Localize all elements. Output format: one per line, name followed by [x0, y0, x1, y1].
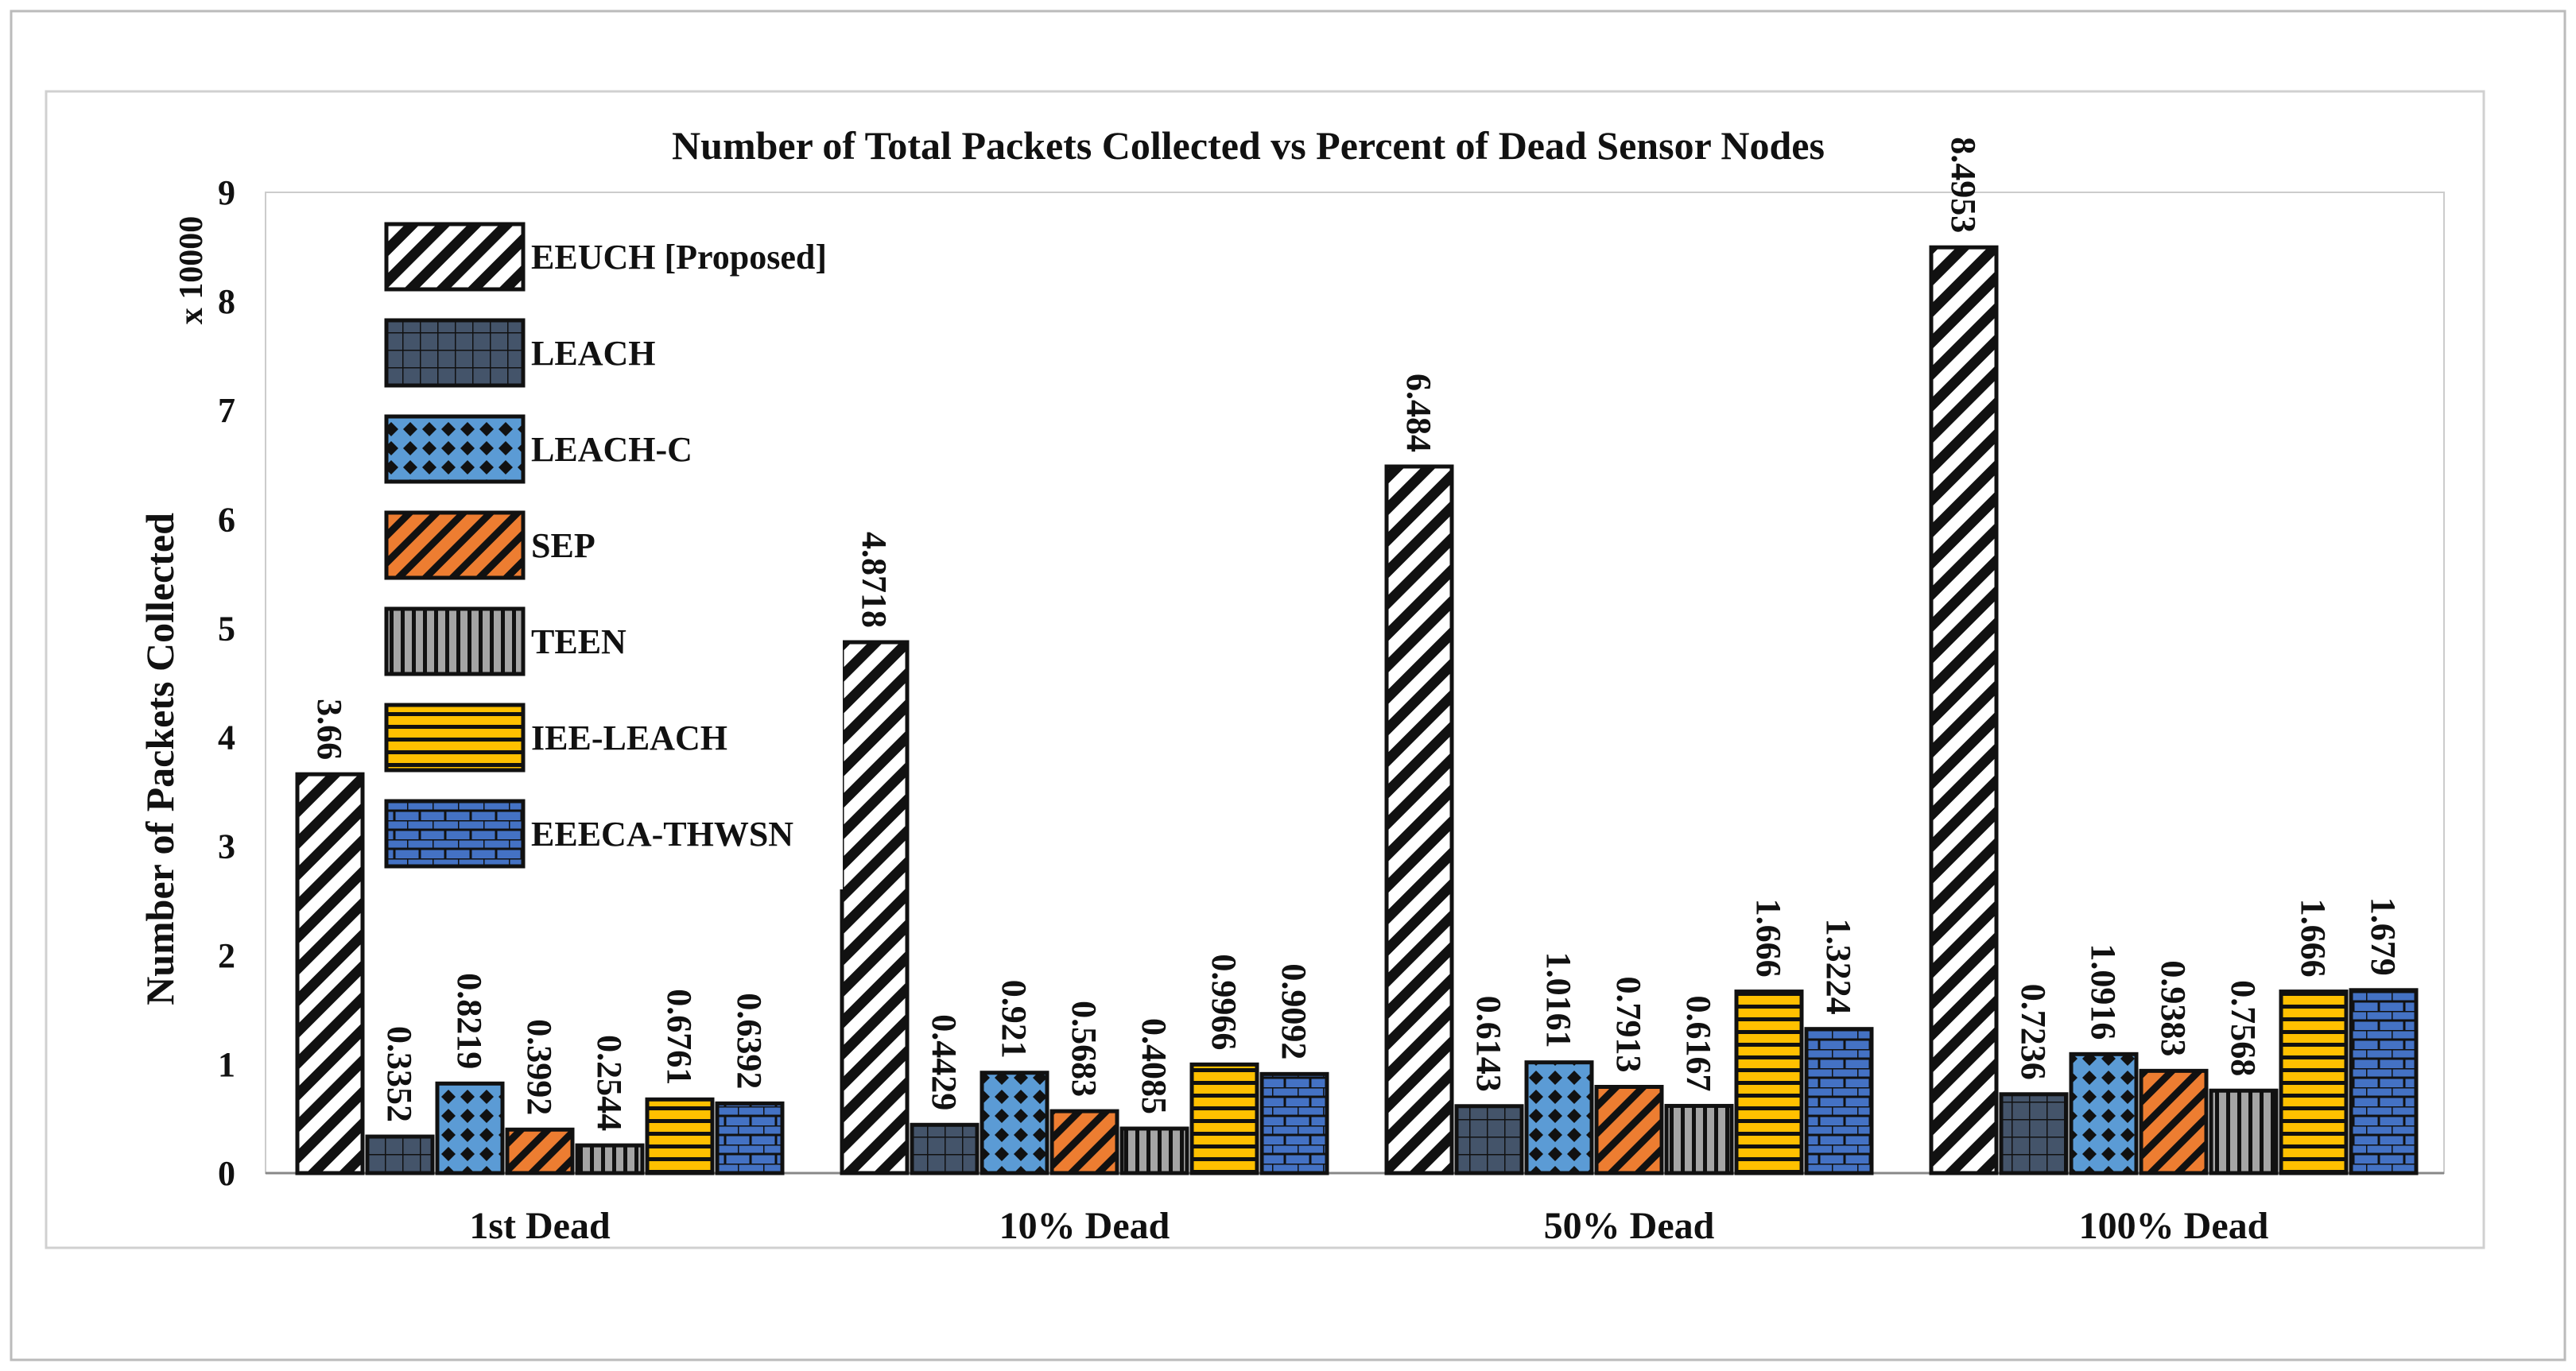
- legend-label: SEP: [531, 526, 596, 565]
- y-tick-label: 5: [218, 609, 235, 648]
- bar-value-label: 1.666: [1749, 899, 1788, 978]
- bar: [2139, 1068, 2209, 1175]
- bar-value-label: 0.2544: [590, 1035, 629, 1131]
- bar-value-label: 0.3992: [520, 1019, 559, 1115]
- bar-value-label: 1.666: [2294, 899, 2333, 978]
- bars-layer: [295, 245, 2419, 1175]
- legend-swatch: [384, 510, 526, 580]
- bar-value-label: 0.5683: [1065, 1001, 1104, 1097]
- legend-swatch: [384, 703, 526, 773]
- bar: [2349, 988, 2419, 1175]
- y-axis-multiplier: x 10000: [173, 216, 210, 325]
- bar-value-label: 1.0161: [1539, 952, 1578, 1048]
- legend-label: IEE-LEACH: [531, 718, 727, 757]
- bar: [575, 1143, 645, 1175]
- bar: [645, 1097, 715, 1175]
- bar-value-label: 8.4953: [1944, 137, 1983, 233]
- y-axis-ticks: 0 1 2 3 4 5 6 7 8 9: [218, 173, 235, 1193]
- bar-value-label: 1.679: [2364, 897, 2403, 976]
- bar-value-label: 0.7568: [2224, 980, 2263, 1076]
- bar: [2069, 1051, 2139, 1175]
- bar: [2279, 990, 2349, 1175]
- bar-value-label: 0.6761: [660, 989, 699, 1085]
- bar-value-label: 6.484: [1399, 374, 1438, 452]
- y-tick-label: 2: [218, 936, 235, 975]
- y-tick-label: 6: [218, 500, 235, 539]
- bar: [1804, 1027, 1874, 1175]
- bar-value-label: 0.9092: [1274, 963, 1313, 1059]
- y-tick-label: 8: [218, 282, 235, 321]
- bar: [1259, 1071, 1329, 1175]
- bar: [910, 1122, 980, 1175]
- bar-value-label: 0.4085: [1135, 1018, 1174, 1114]
- legend-swatch: [384, 222, 526, 292]
- bar-value-label: 0.9383: [2154, 960, 2193, 1056]
- legend: EEUCH [Proposed] LEACH LEACH-C SEP TEEN IEE-L…: [375, 213, 843, 889]
- bar: [715, 1101, 785, 1175]
- bar-value-label: 0.9966: [1205, 954, 1243, 1050]
- bar: [2209, 1088, 2279, 1175]
- bar: [1734, 990, 1804, 1175]
- bar-value-label: 0.3352: [380, 1026, 419, 1122]
- y-tick-label: 7: [218, 391, 235, 430]
- value-labels-layer: 3.66 0.3352 0.8219 0.3992 0.2544 0.6761 0.6392…: [310, 137, 2403, 1131]
- bar-value-label: 0.8219: [450, 973, 489, 1069]
- bar-value-label: 0.6392: [730, 993, 769, 1089]
- bar: [840, 640, 910, 1175]
- legend-label: TEEN: [531, 622, 627, 661]
- bar: [295, 772, 365, 1175]
- bar: [365, 1134, 435, 1175]
- x-tick-label: 50% Dead: [1544, 1205, 1715, 1247]
- legend-swatch: [384, 414, 526, 484]
- bar-value-label: 4.8718: [855, 532, 894, 628]
- bar-value-label: 0.7913: [1609, 977, 1648, 1073]
- bar-value-label: 3.66: [310, 699, 349, 760]
- bar-value-label: 0.6143: [1469, 996, 1508, 1092]
- bar-value-label: 0.921: [995, 980, 1034, 1059]
- bar: [1524, 1060, 1594, 1175]
- legend-label: LEACH-C: [531, 430, 692, 469]
- y-tick-label: 0: [218, 1154, 235, 1193]
- legend-swatch: [384, 606, 526, 676]
- x-tick-label: 10% Dead: [999, 1205, 1170, 1247]
- bar-value-label: 0.7236: [2014, 984, 2053, 1080]
- x-tick-label: 1st Dead: [469, 1205, 611, 1247]
- legend-swatch: [384, 799, 526, 869]
- legend-label: EEECA-THWSN: [531, 815, 793, 854]
- legend-label: EEUCH [Proposed]: [531, 238, 827, 277]
- bar: [1454, 1104, 1524, 1175]
- y-tick-label: 4: [218, 718, 235, 757]
- legend-label: LEACH: [531, 334, 655, 373]
- bar: [1189, 1062, 1259, 1175]
- bar: [980, 1071, 1049, 1175]
- bar: [1929, 245, 1999, 1175]
- bar-value-label: 0.6167: [1679, 995, 1718, 1091]
- bar-value-label: 1.0916: [2084, 943, 2123, 1040]
- bar: [1594, 1085, 1664, 1175]
- bar: [1049, 1109, 1119, 1175]
- y-tick-label: 9: [218, 173, 235, 212]
- bar: [505, 1127, 575, 1175]
- y-axis-label: Number of Packets Collected: [138, 513, 182, 1005]
- bar: [1664, 1103, 1734, 1175]
- chart-title: Number of Total Packets Collected vs Per…: [672, 123, 1825, 168]
- bar: [1999, 1092, 2069, 1175]
- y-tick-label: 1: [218, 1045, 235, 1084]
- bar-value-label: 0.4429: [925, 1014, 964, 1110]
- bar: [1119, 1126, 1189, 1175]
- bar-value-label: 1.3224: [1819, 919, 1858, 1015]
- bar: [1384, 464, 1454, 1175]
- bar: [435, 1081, 505, 1175]
- x-tick-label: 100% Dead: [2079, 1205, 2269, 1247]
- legend-swatch: [384, 318, 526, 388]
- x-axis-ticks: 1st Dead 10% Dead 50% Dead 100% Dead: [469, 1205, 2268, 1247]
- y-tick-label: 3: [218, 827, 235, 866]
